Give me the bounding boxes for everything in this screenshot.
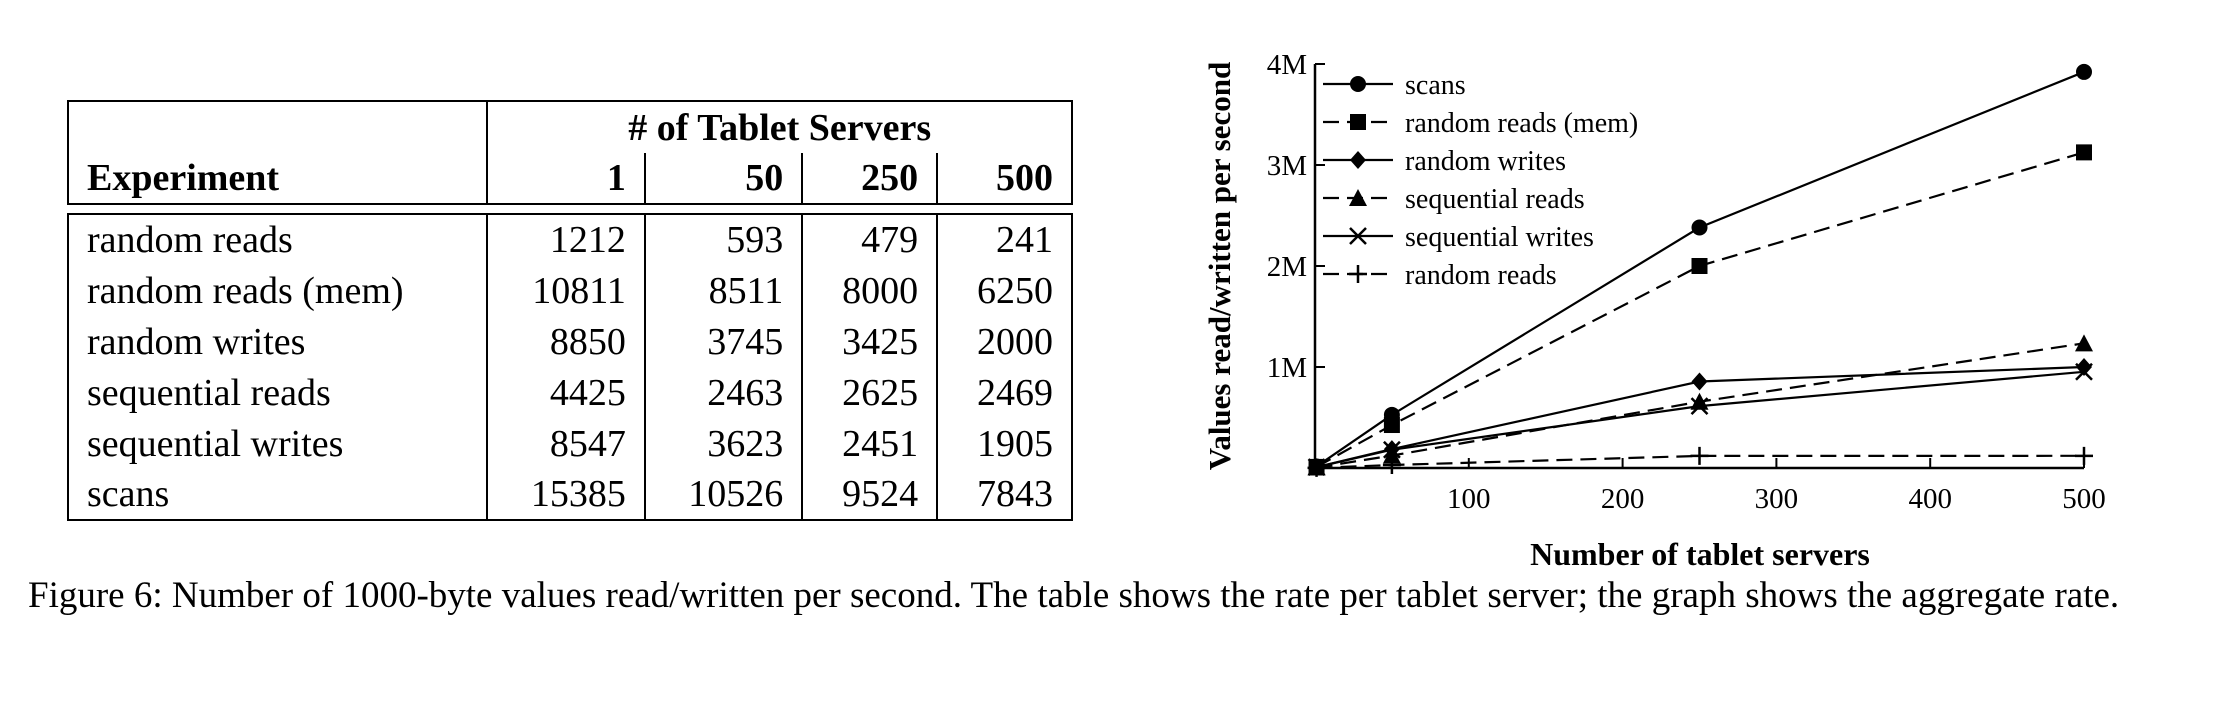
y-tick-label: 4M (1267, 49, 1307, 81)
data-point (2075, 334, 2093, 352)
row-label: random reads (mem) (66, 265, 488, 316)
table-row: random reads (mem) 10811 8511 8000 6250 (66, 265, 1073, 316)
row-label: sequential writes (66, 418, 488, 469)
data-point (1691, 258, 1708, 274)
x-axis-label: Number of tablet servers (1530, 536, 1870, 572)
series-line (1316, 151, 2085, 468)
y-axis-label: Values read/written per second (1202, 62, 1237, 470)
data-point (1383, 417, 1400, 434)
y-ticks: 1M 2M 3M 4M (1267, 49, 1325, 384)
row-label: scans (66, 469, 488, 521)
table-cell: 10811 (486, 265, 645, 316)
figure-caption: Figure 6: Number of 1000-byte values rea… (28, 575, 2120, 616)
table-cell: 9524 (801, 469, 938, 521)
data-point (2076, 63, 2092, 80)
table-cell: 8511 (643, 265, 803, 316)
data-point (1382, 446, 1401, 464)
legend-label: sequential writes (1405, 222, 1594, 253)
legend: scans random reads (mem) random writes sequ… (1323, 70, 1638, 291)
results-table: # of Tablet Servers Experiment 1 50 250 … (66, 100, 1073, 521)
y-tick-label: 3M (1267, 150, 1307, 182)
table-cell: 1905 (936, 418, 1073, 469)
table-row: sequential reads 4425 2463 2625 2469 (66, 367, 1073, 418)
table-cell: 6250 (936, 265, 1073, 316)
data-point (1690, 397, 1709, 415)
data-point (1382, 456, 1401, 475)
table-corner (66, 100, 488, 153)
y-tick-label: 2M (1267, 251, 1307, 283)
table-cell: 3623 (643, 418, 803, 469)
table-row: sequential writes 8547 3623 2451 1905 (66, 418, 1073, 469)
series-layer (1307, 63, 2093, 477)
server-count-header: 500 (936, 153, 1073, 205)
table-cell: 8547 (486, 418, 645, 469)
series-line (1316, 342, 2085, 469)
table-cell: 4425 (486, 367, 645, 418)
x-tick-label: 200 (1601, 483, 1645, 515)
table-cell: 3745 (643, 316, 803, 367)
data-point (2075, 446, 2093, 465)
x-tick-label: 300 (1755, 483, 1799, 515)
row-label: random writes (66, 316, 488, 367)
legend-label: scans (1405, 70, 1466, 101)
legend-marker (1349, 189, 1367, 206)
aggregate-rate-chart: 1M 2M 3M 4M 100 200 300 400 500 scans random rea… (1202, 49, 2106, 572)
row-label: sequential reads (66, 367, 488, 418)
x-tick-label: 100 (1447, 483, 1491, 515)
data-point (1690, 446, 1709, 465)
server-count-header: 1 (486, 153, 645, 205)
legend-label: random writes (1405, 146, 1566, 177)
table-cell: 8000 (801, 265, 938, 316)
row-label: random reads (66, 213, 488, 265)
x-tick-label: 400 (1908, 483, 1952, 515)
data-point (2075, 362, 2093, 381)
data-point (1383, 440, 1401, 459)
table-cell: 2451 (801, 418, 938, 469)
table-cell: 3425 (801, 316, 938, 367)
table-cell: 479 (801, 213, 938, 265)
table-cell: 15385 (486, 469, 645, 521)
data-point (1691, 219, 1708, 236)
series-line (1316, 370, 2085, 469)
legend-marker (1350, 76, 1366, 92)
server-count-header: 50 (643, 153, 803, 205)
legend-marker (1350, 151, 1366, 169)
legend-marker (1349, 265, 1367, 283)
legend-marker (1349, 227, 1367, 245)
table-row: random writes 8850 3745 3425 2000 (66, 316, 1073, 367)
series-line (1315, 70, 2085, 468)
table-cell: 2000 (936, 316, 1073, 367)
legend-marker (1350, 114, 1366, 130)
table-cell: 2463 (643, 367, 803, 418)
legend-label: sequential reads (1405, 184, 1585, 215)
table-cell: 2625 (801, 367, 938, 418)
legend-label: random reads (1405, 260, 1557, 291)
table-cell: 2469 (936, 367, 1073, 418)
table-cell: 593 (643, 213, 803, 265)
table-row: scans 15385 10526 9524 7843 (66, 469, 1073, 521)
series-line (1316, 454, 2085, 469)
x-tick-label: 500 (2062, 483, 2106, 515)
server-count-header: 250 (801, 153, 938, 205)
data-point (1307, 458, 1326, 477)
legend-label: random reads (mem) (1405, 108, 1638, 139)
group-header: # of Tablet Servers (486, 100, 1073, 153)
table-cell: 8850 (486, 316, 645, 367)
table-cell: 1212 (486, 213, 645, 265)
table-cell: 10526 (643, 469, 803, 521)
experiment-header: Experiment (66, 153, 488, 205)
x-ticks: 100 200 300 400 500 (1447, 458, 2106, 515)
table-row: random reads 1212 593 479 241 (66, 213, 1073, 265)
table-cell: 241 (936, 213, 1073, 265)
data-point (2076, 144, 2092, 161)
data-point (1691, 372, 1708, 391)
table-cell: 7843 (936, 469, 1073, 521)
y-tick-label: 1M (1267, 352, 1307, 384)
